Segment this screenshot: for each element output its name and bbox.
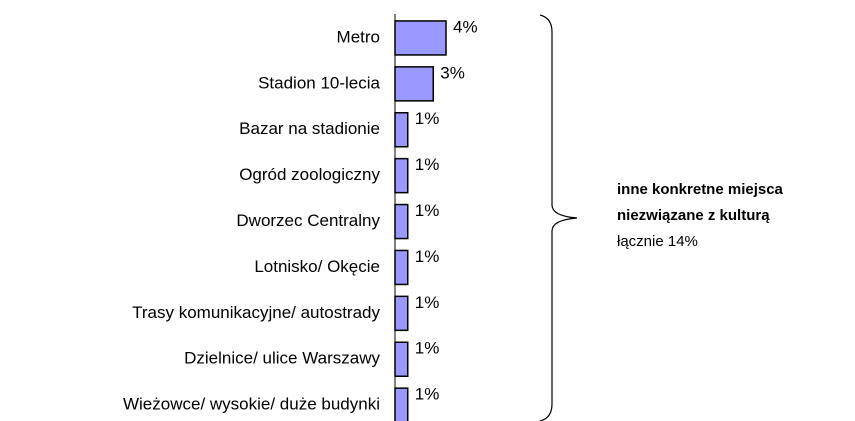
bar: [394, 20, 447, 56]
bar: [394, 295, 409, 332]
category-label: Lotnisko/ Okęcie: [254, 257, 380, 276]
value-label: 1%: [415, 109, 440, 128]
annotation-line: niezwiązane z kulturą: [617, 207, 770, 224]
bar: [394, 387, 409, 421]
category-label: Ogród zoologiczny: [239, 165, 380, 184]
category-label: Trasy komunikacyjne/ autostrady: [132, 303, 380, 322]
value-label: 4%: [453, 17, 478, 36]
value-label: 1%: [415, 385, 440, 404]
value-label: 1%: [415, 293, 440, 312]
value-label: 3%: [440, 63, 465, 82]
category-label: Stadion 10-lecia: [258, 73, 380, 92]
annotation-total: łącznie 14%: [617, 233, 698, 250]
category-label: Dzielnice/ ulice Warszawy: [184, 349, 380, 368]
bar: [394, 341, 409, 377]
category-label: Wieżowce/ wysokie/ duże budynki: [123, 395, 380, 414]
value-label: 1%: [415, 201, 440, 220]
bar: [394, 66, 434, 102]
category-label: Bazar na stadionie: [239, 119, 380, 138]
bar: [394, 112, 409, 148]
category-label: Metro: [337, 27, 380, 46]
bar: [394, 203, 409, 240]
category-label: Dworzec Centralny: [236, 211, 380, 230]
bar: [394, 157, 409, 194]
value-label: 1%: [415, 339, 440, 358]
annotation-line: inne konkretne miejsca: [617, 181, 784, 198]
bar: [394, 249, 409, 286]
value-label: 1%: [415, 155, 440, 174]
brace: [539, 14, 578, 421]
value-label: 1%: [415, 247, 440, 266]
